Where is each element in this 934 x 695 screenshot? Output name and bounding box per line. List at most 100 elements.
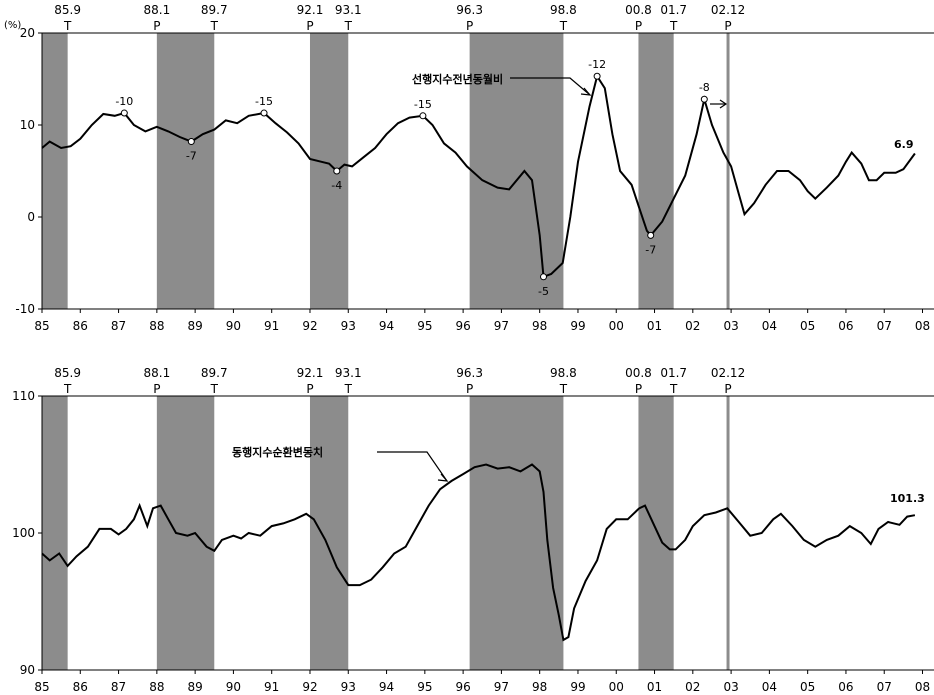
callout-arrowhead (437, 473, 449, 482)
cycle-type-label: T (210, 382, 219, 396)
contraction-band (638, 396, 674, 670)
y-tick-label: 10 (20, 118, 35, 132)
x-tick-label: 87 (111, 319, 126, 333)
callout-arrowhead (580, 87, 592, 96)
cycle-date-label: 93.1 (335, 366, 362, 380)
x-tick-label: 86 (73, 319, 88, 333)
turning-point-marker (120, 109, 128, 117)
x-tick-label: 97 (494, 319, 509, 333)
cycle-type-label: P (724, 19, 731, 33)
lead-months-label: -12 (588, 58, 606, 71)
cycle-date-label: 00.8 (625, 366, 652, 380)
x-tick-label: 03 (723, 319, 738, 333)
x-tick-label: 06 (838, 680, 853, 694)
cycle-type-label: P (306, 19, 313, 33)
series-callout-label: 선행지수전년동월비 (412, 72, 503, 86)
cycle-type-label: P (635, 19, 642, 33)
lead-months-label: -4 (331, 179, 342, 192)
x-tick-label: 03 (723, 680, 738, 694)
cycle-type-label: P (466, 19, 473, 33)
y-tick-label: 0 (27, 210, 35, 224)
cycle-type-label: T (559, 19, 568, 33)
turning-point-marker (647, 231, 655, 239)
cycle-date-label: 89.7 (201, 3, 228, 17)
callout-arrow (377, 451, 448, 482)
peak-arrowhead (719, 99, 728, 109)
y-unit-label: (%) (4, 20, 21, 31)
x-tick-label: 88 (149, 319, 164, 333)
cycle-type-label: T (63, 382, 72, 396)
x-tick-label: 07 (877, 680, 892, 694)
x-tick-label: 06 (838, 319, 853, 333)
x-tick-label: 02 (685, 680, 700, 694)
x-tick-label: 92 (302, 319, 317, 333)
series-callout-label: 동행지수순환변동치 (232, 445, 323, 459)
turning-point-marker (187, 138, 195, 146)
contraction-band (309, 396, 349, 670)
contraction-band (42, 33, 68, 309)
turning-point-marker (333, 167, 341, 175)
x-tick-label: 00 (609, 319, 624, 333)
contraction-band (309, 33, 349, 309)
contraction-band (156, 33, 215, 309)
cycle-date-label: 96.3 (456, 3, 483, 17)
cycle-date-label: 92.1 (297, 3, 324, 17)
cycle-date-label: 00.8 (625, 3, 652, 17)
x-tick-label: 98 (532, 680, 547, 694)
y-tick-label: 90 (20, 663, 35, 677)
x-tick-label: 05 (800, 319, 815, 333)
cycle-type-label: P (153, 382, 160, 396)
cycle-date-label: 85.9 (54, 366, 81, 380)
cycle-date-label: 92.1 (297, 366, 324, 380)
x-tick-label: 07 (877, 319, 892, 333)
x-tick-label: 85 (34, 680, 49, 694)
cycle-date-label: 01.7 (660, 366, 687, 380)
cycle-date-label: 88.1 (143, 366, 170, 380)
x-tick-label: 96 (455, 319, 470, 333)
cycle-type-label: T (559, 382, 568, 396)
cycle-type-label: T (669, 382, 678, 396)
x-tick-label: 95 (417, 680, 432, 694)
callout-arrow (510, 77, 591, 96)
cycle-date-label: 98.8 (550, 366, 577, 380)
lead-months-label: -7 (645, 243, 656, 256)
x-tick-label: 91 (264, 319, 279, 333)
series-line (41, 463, 916, 642)
x-tick-label: 04 (762, 680, 777, 694)
x-tick-label: 93 (341, 319, 356, 333)
x-tick-label: 85 (34, 319, 49, 333)
x-tick-label: 96 (455, 680, 470, 694)
x-tick-label: 01 (647, 319, 662, 333)
lead-months-label: -15 (414, 98, 432, 111)
x-tick-label: 00 (609, 680, 624, 694)
y-tick-label: 110 (12, 389, 35, 403)
x-tick-label: 02 (685, 319, 700, 333)
cycle-type-label: P (153, 19, 160, 33)
contraction-band (469, 396, 564, 670)
cycle-date-label: 88.1 (143, 3, 170, 17)
cycle-type-label: T (669, 19, 678, 33)
x-tick-label: 08 (915, 680, 930, 694)
contraction-band (469, 33, 564, 309)
x-tick-label: 90 (226, 319, 241, 333)
cycle-type-label: T (344, 382, 353, 396)
cycle-date-label: 89.7 (201, 366, 228, 380)
lead-months-label: -7 (186, 150, 197, 163)
x-tick-label: 94 (379, 319, 394, 333)
x-tick-label: 08 (915, 319, 930, 333)
contraction-band (638, 33, 674, 309)
x-tick-label: 98 (532, 319, 547, 333)
contraction-band (42, 396, 68, 670)
cycle-date-label: 02.12 (711, 366, 745, 380)
cycle-date-label: 96.3 (456, 366, 483, 380)
x-tick-label: 97 (494, 680, 509, 694)
cycle-date-label: 01.7 (660, 3, 687, 17)
cycle-type-label: P (306, 382, 313, 396)
turning-point-marker (540, 273, 548, 281)
x-tick-label: 93 (341, 680, 356, 694)
x-tick-label: 99 (570, 680, 585, 694)
latest-value-label: 101.3 (890, 492, 925, 505)
x-tick-label: 04 (762, 319, 777, 333)
